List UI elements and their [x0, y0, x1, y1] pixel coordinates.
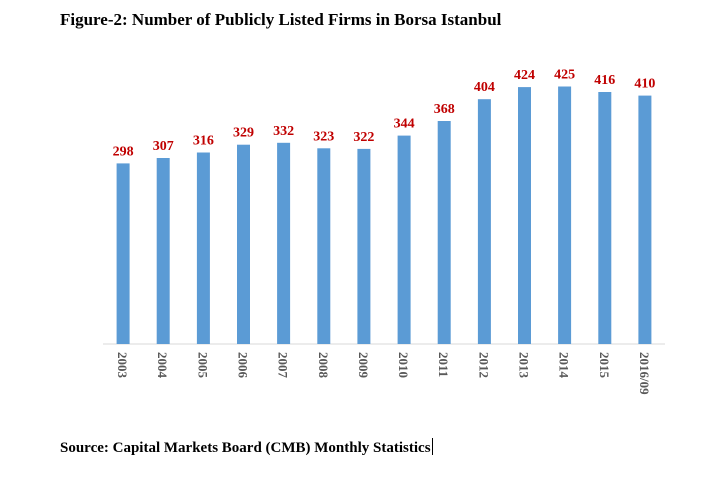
text-cursor: [431, 438, 433, 455]
bar-2003: [116, 163, 130, 344]
bars-group: [116, 86, 652, 344]
data-label-2016/09: 410: [634, 77, 655, 92]
x-tick-label-2015: 2015: [597, 352, 612, 379]
x-tick-label-2016/09: 2016/09: [637, 352, 652, 395]
chart-title: Figure-2: Number of Publicly Listed Firm…: [60, 10, 502, 29]
data-label-2008: 323: [313, 129, 334, 144]
source-text: Source: Capital Markets Board (CMB) Mont…: [60, 440, 431, 456]
source-note: Source: Capital Markets Board (CMB) Mont…: [60, 438, 433, 457]
bar-2006: [237, 144, 250, 344]
data-label-2003: 298: [113, 144, 134, 159]
x-tick-label-2010: 2010: [396, 352, 411, 378]
x-tick-label-2013: 2013: [517, 352, 532, 379]
x-tick-label-2005: 2005: [195, 352, 210, 379]
x-tick-label-2009: 2009: [356, 352, 371, 379]
bar-2005: [196, 152, 210, 344]
x-tick-label-2007: 2007: [276, 352, 291, 379]
x-tick-label-2012: 2012: [476, 352, 491, 378]
bar-2007: [277, 142, 291, 344]
bar-2008: [317, 148, 331, 344]
bar-2011: [437, 121, 451, 344]
data-label-2011: 368: [434, 102, 455, 117]
data-labels-group: 298 307 316 329 332 323 322 344 368 404 424 425 416 4…: [113, 68, 656, 160]
bar-2015: [598, 92, 612, 344]
data-label-2004: 307: [153, 139, 174, 154]
data-label-2012: 404: [474, 80, 495, 95]
data-label-2015: 416: [594, 73, 615, 88]
data-label-2006: 329: [233, 126, 254, 141]
x-tick-label-2006: 2006: [236, 352, 251, 379]
data-label-2005: 316: [193, 134, 214, 149]
data-label-2010: 344: [394, 117, 415, 132]
data-label-2007: 332: [273, 124, 294, 139]
x-tick-labels-group: 2003 2004 2005 2006 2007 2008 2009 2010 2011 2012…: [115, 352, 652, 395]
x-tick-label-2003: 2003: [115, 352, 130, 379]
x-tick-label-2004: 2004: [155, 352, 170, 379]
bar-2009: [357, 148, 371, 344]
x-tick-label-2008: 2008: [316, 352, 331, 379]
bar-2010: [397, 135, 411, 344]
x-tick-label-2011: 2011: [436, 352, 451, 377]
bar-2004: [156, 158, 170, 344]
bar-2014: [558, 86, 572, 344]
data-label-2013: 424: [514, 68, 535, 83]
x-tick-label-2014: 2014: [557, 352, 572, 379]
bar-2013: [518, 87, 531, 344]
bar-2016/09: [638, 95, 652, 344]
data-label-2009: 322: [353, 130, 374, 145]
data-label-2014: 425: [554, 68, 575, 83]
bar-2012: [477, 99, 491, 344]
